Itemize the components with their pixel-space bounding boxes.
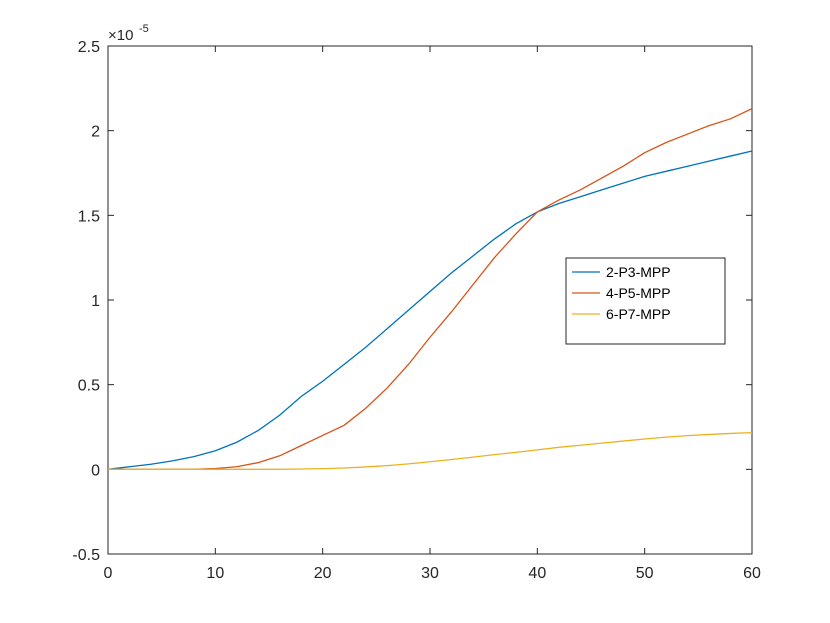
y-tick-label: 1: [91, 293, 100, 310]
x-tick-label: 60: [743, 565, 761, 582]
series-line-2-P3-MPP: [107, 150, 753, 470]
y-tick-label: 0.5: [78, 378, 100, 395]
x-tick-label: 50: [636, 565, 654, 582]
y-tick-label: -0.5: [72, 547, 100, 564]
legend: 2-P3-MPP 4-P5-MPP 6-P7-MPP: [565, 257, 726, 345]
x-tick-label: 30: [421, 565, 439, 582]
y-multiplier-exponent: -5: [139, 23, 149, 35]
legend-label: 4-P5-MPP: [606, 285, 671, 301]
legend-label: 6-P7-MPP: [606, 306, 671, 322]
y-multiplier: ×10 -5: [108, 23, 149, 44]
series-line-4-P5-MPP: [108, 108, 753, 470]
series-lines: [107, 108, 753, 470]
y-tick-label: 0: [91, 462, 100, 479]
y-tick-label: 1.5: [78, 208, 100, 225]
legend-label: 2-P3-MPP: [606, 264, 671, 280]
axis-ticks: 0 10 20 30 40 50 60-0.500.511.522.5: [72, 39, 761, 582]
x-tick-label: 20: [314, 565, 332, 582]
y-tick-label: 2: [91, 124, 100, 141]
x-tick-label: 10: [206, 565, 224, 582]
x-tick-label: 40: [528, 565, 546, 582]
series-line-6-P7-MPP: [108, 431, 753, 470]
x-tick-label: 0: [104, 565, 113, 582]
y-multiplier-base: ×10: [108, 27, 133, 44]
y-tick-label: 2.5: [78, 39, 100, 56]
